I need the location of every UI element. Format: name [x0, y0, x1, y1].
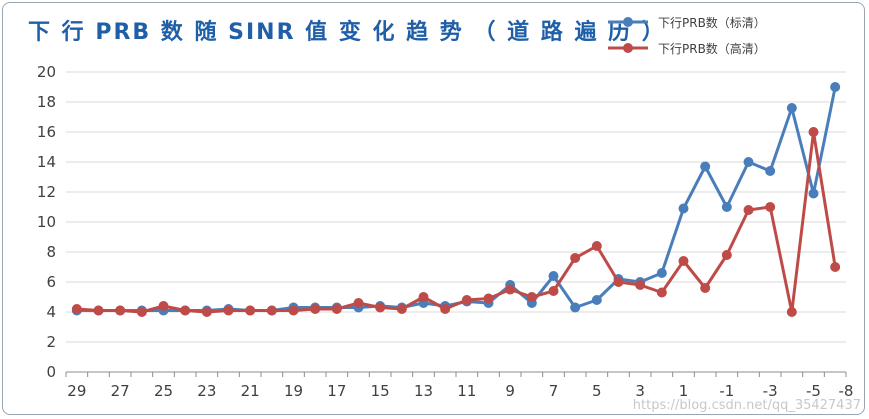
x-tick-label: 15: [371, 382, 390, 400]
x-tick-label: -1: [719, 382, 734, 400]
data-point: [830, 82, 841, 92]
x-tick-label: 19: [284, 382, 303, 400]
data-point: [786, 103, 797, 113]
data-point: [353, 298, 364, 308]
x-tick-label: 25: [154, 382, 173, 400]
chart-frame: [2, 2, 865, 415]
data-point: [700, 161, 711, 172]
data-point: [656, 287, 667, 298]
axes: [65, 371, 847, 377]
x-tick-label: 9: [505, 382, 515, 400]
y-tick-label: 14: [37, 153, 56, 171]
x-tick-label: 13: [414, 382, 433, 400]
y-axis-ticks: 0 2 4 6 8 10 12 14 16 18 20: [37, 63, 56, 381]
data-point: [461, 295, 472, 305]
y-tick-label: 12: [37, 183, 56, 201]
data-point: [223, 305, 234, 316]
data-point: [375, 302, 386, 313]
series-hd: [71, 127, 841, 317]
y-tick-label: 6: [46, 273, 56, 291]
data-point: [548, 286, 559, 296]
y-tick-label: 0: [46, 363, 56, 381]
x-tick-label: 11: [457, 382, 476, 400]
x-tick-label: 7: [549, 382, 559, 400]
data-point: [331, 304, 342, 314]
legend-item: 下行PRB数（标清）: [608, 15, 766, 30]
x-tick-label: 29: [67, 382, 86, 400]
data-point: [548, 271, 559, 281]
series-line: [76, 86, 837, 312]
data-point: [158, 301, 169, 311]
data-point: [483, 293, 494, 304]
x-tick-label: 21: [241, 382, 260, 400]
series-group: [71, 82, 841, 317]
data-point: [180, 305, 191, 316]
data-point: [786, 307, 797, 317]
y-tick-label: 16: [37, 123, 56, 141]
data-point: [830, 262, 841, 272]
data-point: [635, 280, 646, 290]
x-tick-label: 27: [111, 382, 130, 400]
data-point: [678, 256, 689, 266]
x-tick-label: 5: [592, 382, 602, 400]
x-tick-label: 1: [679, 382, 689, 400]
gridlines: [66, 71, 846, 343]
data-point: [201, 307, 212, 317]
data-point: [418, 292, 429, 302]
data-point: [656, 268, 667, 278]
data-point: [591, 295, 602, 305]
data-point: [743, 157, 754, 167]
data-point: [570, 302, 581, 313]
legend-marker: [623, 17, 633, 27]
legend-item: 下行PRB数（高清）: [608, 41, 766, 56]
data-point: [678, 203, 689, 214]
y-tick-label: 20: [37, 63, 56, 81]
data-point: [526, 292, 537, 302]
data-point: [743, 205, 754, 215]
x-tick-label: 23: [197, 382, 216, 400]
data-point: [591, 241, 602, 251]
legend-label: 下行PRB数（标清）: [658, 15, 766, 30]
x-axis-ticks: 29 27 25 23 21 19 17 15 13 11 9 7 5 3 1 -1 -3 -5 -8: [67, 382, 853, 400]
data-point: [721, 250, 732, 260]
watermark: https://blog.csdn.net/qq_35427437: [632, 398, 861, 413]
data-point: [93, 305, 104, 316]
data-point: [721, 202, 732, 212]
data-point: [570, 253, 581, 263]
data-point: [310, 304, 321, 314]
series-sd: [71, 82, 841, 316]
data-point: [245, 305, 256, 316]
data-point: [71, 304, 82, 314]
legend-marker: [623, 43, 633, 53]
data-point: [505, 284, 516, 295]
y-tick-label: 2: [46, 333, 56, 351]
data-point: [808, 188, 819, 199]
data-point: [115, 305, 126, 316]
data-point: [396, 304, 407, 314]
y-tick-label: 8: [46, 243, 56, 261]
x-tick-label: -8: [839, 382, 854, 400]
x-tick-label: -5: [806, 382, 821, 400]
data-point: [266, 305, 277, 316]
data-point: [700, 283, 711, 293]
chart-title: 下 行 PRB 数 随 SINR 值 变 化 趋 势 （ 道 路 遍 历 ）: [28, 20, 666, 45]
y-tick-label: 4: [46, 303, 56, 321]
y-tick-label: 18: [37, 93, 56, 111]
x-tick-label: 17: [327, 382, 346, 400]
data-point: [808, 127, 819, 137]
legend-label: 下行PRB数（高清）: [658, 41, 766, 56]
data-point: [440, 304, 451, 314]
data-point: [613, 277, 624, 287]
data-point: [136, 307, 147, 317]
x-tick-label: -3: [763, 382, 778, 400]
data-point: [765, 202, 776, 212]
data-point: [765, 166, 776, 176]
legend: 下行PRB数（标清） 下行PRB数（高清）: [608, 15, 766, 56]
x-tick-label: 3: [635, 382, 645, 400]
y-tick-label: 10: [37, 213, 56, 231]
data-point: [288, 305, 299, 316]
